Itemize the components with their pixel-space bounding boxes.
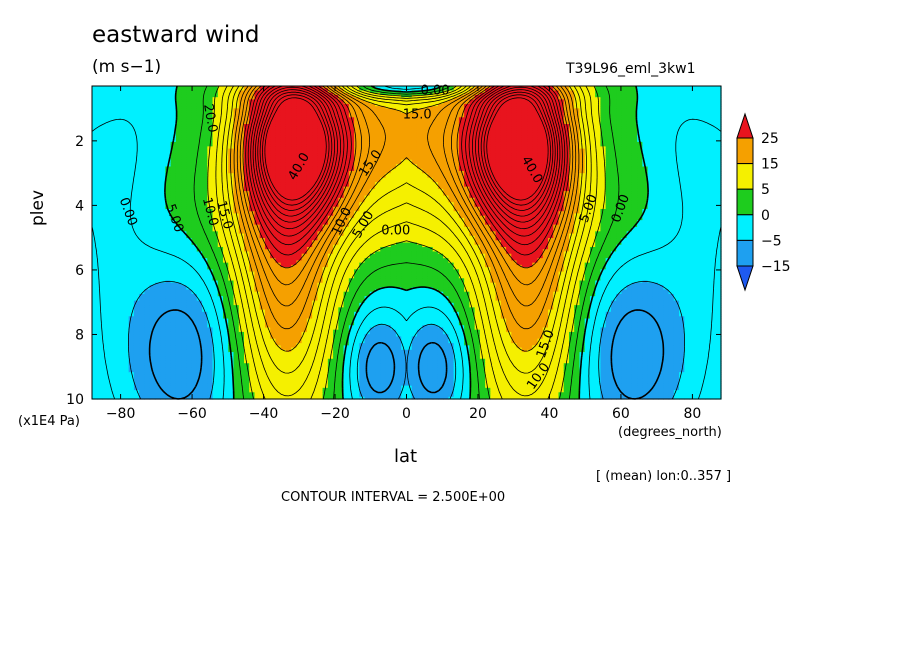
x-units-label: (degrees_north) <box>618 425 722 440</box>
contour-label: 0.00 <box>381 224 410 239</box>
x-tick-label: −20 <box>320 406 350 422</box>
y-tick-label: 2 <box>75 134 84 150</box>
y-tick-label: 10 <box>66 392 84 408</box>
y-tick-label: 6 <box>75 263 84 279</box>
filled-contours <box>92 86 722 400</box>
x-tick-label: −40 <box>249 406 279 422</box>
colorbar-top-arrow <box>737 114 753 138</box>
colorbar <box>737 114 753 290</box>
colorbar-segment <box>737 240 753 266</box>
colorbar-bottom-arrow <box>737 266 753 290</box>
colorbar-segment <box>737 138 753 164</box>
contour-interval-note: CONTOUR INTERVAL = 2.500E+00 <box>281 490 505 505</box>
contour-label: 15.0 <box>403 108 432 123</box>
colorbar-label: 0 <box>761 208 770 224</box>
y-scale-label: (x1E4 Pa) <box>18 414 80 429</box>
colorbar-segment <box>737 164 753 190</box>
colorbar-label: −15 <box>761 259 791 275</box>
x-tick-label: 60 <box>612 406 630 422</box>
colorbar-segment <box>737 189 753 215</box>
y-tick-label: 8 <box>75 327 84 343</box>
chart-title: eastward wind <box>92 22 260 48</box>
units-label: (m s−1) <box>92 57 161 77</box>
colorbar-label: 25 <box>761 131 779 147</box>
x-tick-label: 40 <box>541 406 559 422</box>
colorbar-label: 15 <box>761 157 779 173</box>
colorbar-segment <box>737 215 753 241</box>
y-tick-label: 4 <box>75 198 84 214</box>
x-axis-label: lat <box>394 446 417 467</box>
y-axis-label: plev <box>28 190 48 226</box>
colorbar-label: 5 <box>761 182 770 198</box>
subset-note: [ (mean) lon:0..357 ] <box>596 469 731 484</box>
colorbar-label: −5 <box>761 233 782 249</box>
x-tick-label: 0 <box>402 406 411 422</box>
x-tick-label: 20 <box>469 406 487 422</box>
x-tick-label: −60 <box>177 406 207 422</box>
x-tick-label: 80 <box>683 406 701 422</box>
x-tick-label: −80 <box>106 406 136 422</box>
run-name: T39L96_eml_3kw1 <box>566 61 696 77</box>
